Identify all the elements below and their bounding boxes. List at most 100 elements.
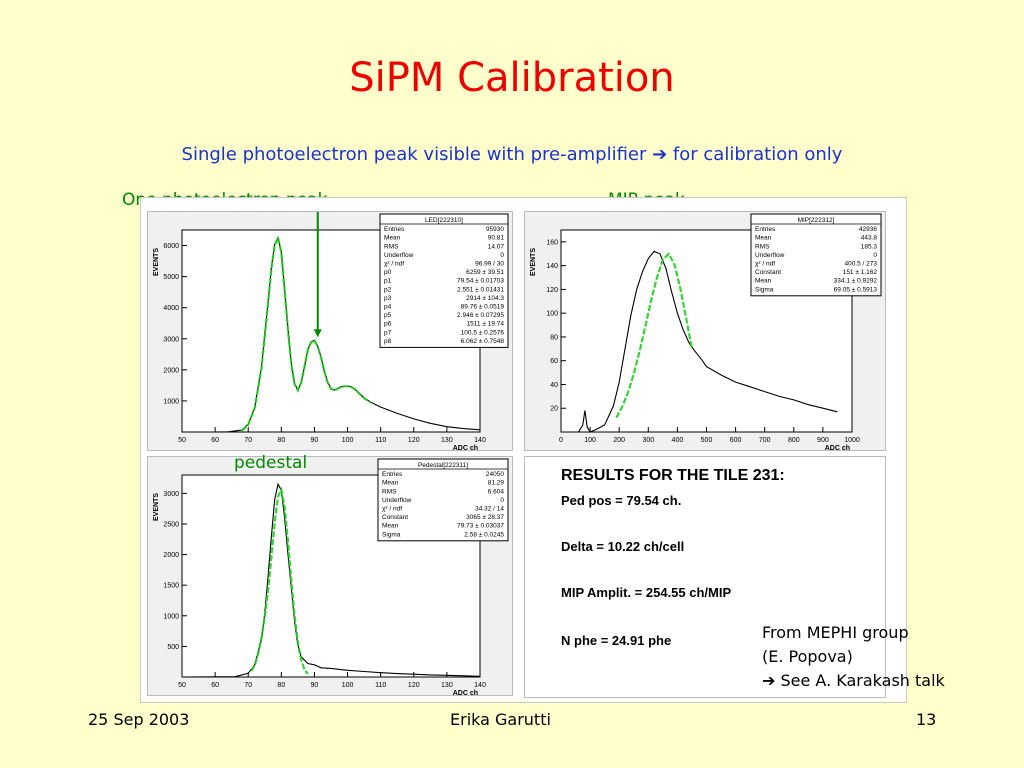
result-ped-pos: Ped pos = 79.54 ch. <box>561 493 682 508</box>
stats-title: MIP[222312] <box>798 217 835 224</box>
x-tick-label: 700 <box>759 437 771 444</box>
stats-key: p1 <box>384 278 392 285</box>
stats-box <box>750 213 882 297</box>
stats-key: p7 <box>384 329 392 336</box>
stats-key: p8 <box>384 338 392 345</box>
y-tick-label: 3000 <box>163 491 179 498</box>
stats-key: Underflow <box>384 252 414 259</box>
stats-key: Entries <box>384 226 405 233</box>
stats-value: 6259 ± 39.51 <box>466 269 504 276</box>
x-tick-label: 80 <box>277 437 285 444</box>
stats-key: Underflow <box>755 252 785 259</box>
stats-key: Mean <box>382 523 399 530</box>
stats-key: Mean <box>382 480 399 487</box>
y-tick-label: 500 <box>167 644 179 651</box>
stats-key: Mean <box>755 235 772 242</box>
x-axis-label: ADC ch <box>825 445 850 450</box>
y-tick-label: 1000 <box>163 398 179 405</box>
stats-value: 34.32 / 14 <box>475 506 504 513</box>
stats-key: Sigma <box>755 286 774 293</box>
result-mip-amplitude: MIP Amplit. = 254.55 ch/MIP <box>561 585 732 600</box>
label-pedestal: pedestal <box>234 453 308 473</box>
stats-value: 2.58 ± 0.0245 <box>464 531 504 538</box>
stats-value: 81.29 <box>488 480 505 487</box>
y-tick-label: 80 <box>550 334 558 341</box>
result-n-phe: N phe = 24.91 phe <box>561 633 672 648</box>
stats-key: p3 <box>384 295 392 302</box>
stats-key: χ² / ndf <box>384 261 404 268</box>
stats-title: Pedestal[222311] <box>418 462 468 469</box>
fit-curve <box>250 486 309 675</box>
stats-value: 14.07 <box>488 243 505 250</box>
stats-key: Entries <box>382 471 403 478</box>
x-tick-label: 600 <box>730 437 742 444</box>
stats-value: 1511 ± 19.74 <box>467 321 505 328</box>
results-box: RESULTS FOR THE TILE 231: Ped pos = 79.5… <box>524 456 886 698</box>
stats-key: p6 <box>384 321 392 328</box>
stats-box <box>379 213 509 348</box>
x-tick-label: 0 <box>559 437 563 444</box>
x-tick-label: 200 <box>613 437 625 444</box>
stats-value: 443.8 <box>861 235 878 242</box>
mip-histogram: 0 100 200 300 400 500 600 700 800 900 100020406080… <box>530 213 882 452</box>
x-tick-label: 900 <box>817 437 829 444</box>
y-tick-label: 2000 <box>163 552 179 559</box>
stats-key: p2 <box>384 286 392 293</box>
x-tick-label: 60 <box>211 682 219 689</box>
x-tick-label: 50 <box>178 437 186 444</box>
x-tick-label: 500 <box>701 437 713 444</box>
plot-mip: 0 100 200 300 400 500 600 700 800 900 1000 20 40 60 80… <box>524 211 886 452</box>
results-heading: RESULTS FOR THE TILE 231: <box>561 467 785 484</box>
stats-key: Underflow <box>382 497 412 504</box>
y-tick-label: 2500 <box>163 521 179 528</box>
y-tick-label: 1000 <box>163 613 179 620</box>
stats-value: 400.5 / 273 <box>844 261 877 268</box>
y-tick-label: 6000 <box>163 243 179 250</box>
stats-value: 69.05 ± 0.5913 <box>834 286 878 293</box>
y-tick-label: 20 <box>550 406 558 413</box>
x-tick-label: 90 <box>311 682 319 689</box>
x-tick-label: 400 <box>672 437 684 444</box>
x-tick-label: 100 <box>342 682 354 689</box>
peak-arrow-head <box>313 329 322 338</box>
pedestal-histogram: 50 60 70 80 90 100 110 120 130 140 500 1000 1500 2000… <box>153 458 509 697</box>
stats-value: 0 <box>500 252 504 259</box>
stats-value: 185.3 <box>861 243 878 250</box>
x-tick-label: 140 <box>474 437 486 444</box>
x-tick-label: 80 <box>277 682 285 689</box>
x-tick-label: 140 <box>474 682 486 689</box>
y-axis-label: EVENTS <box>153 493 160 521</box>
x-tick-label: 60 <box>211 437 219 444</box>
y-axis-label: EVENTS <box>153 248 160 276</box>
subtitle: Single photoelectron peak visible with p… <box>181 144 843 165</box>
stats-key: Entries <box>755 226 776 233</box>
stats-value: 24050 <box>486 471 504 478</box>
y-tick-label: 5000 <box>163 274 179 281</box>
slide-title: SiPM Calibration <box>349 55 675 101</box>
credit-line-3: ➔ See A. Karakash talk <box>762 671 945 690</box>
stats-key: Mean <box>755 278 772 285</box>
x-tick-label: 100 <box>342 437 354 444</box>
footer-author: Erika Garutti <box>450 710 551 729</box>
stats-key: p5 <box>384 312 392 319</box>
y-tick-label: 1500 <box>163 583 179 590</box>
stats-key: RMS <box>755 243 770 250</box>
stats-value: 2.551 ± 0.01431 <box>457 286 504 293</box>
led-histogram: 50 60 70 80 90 100 110 120 130 140 1000 2000 3000 400… <box>153 212 509 452</box>
x-tick-label: 70 <box>244 437 252 444</box>
stats-value: 6.604 <box>488 488 505 495</box>
credit-line-2: (E. Popova) <box>762 647 853 666</box>
footer-page-number: 13 <box>916 710 937 729</box>
x-tick-label: 120 <box>408 437 420 444</box>
x-tick-label: 1000 <box>844 437 860 444</box>
stats-box <box>377 458 509 542</box>
stats-value: 42936 <box>859 226 877 233</box>
stats-title: LED[222310] <box>425 217 463 224</box>
y-tick-label: 160 <box>546 239 558 246</box>
x-tick-label: 800 <box>788 437 800 444</box>
stats-key: p0 <box>384 269 392 276</box>
stats-value: 151 ± 1.162 <box>843 269 878 276</box>
y-axis-label: EVENTS <box>530 248 537 276</box>
x-axis-label: ADC ch <box>453 690 478 695</box>
y-tick-label: 60 <box>550 358 558 365</box>
